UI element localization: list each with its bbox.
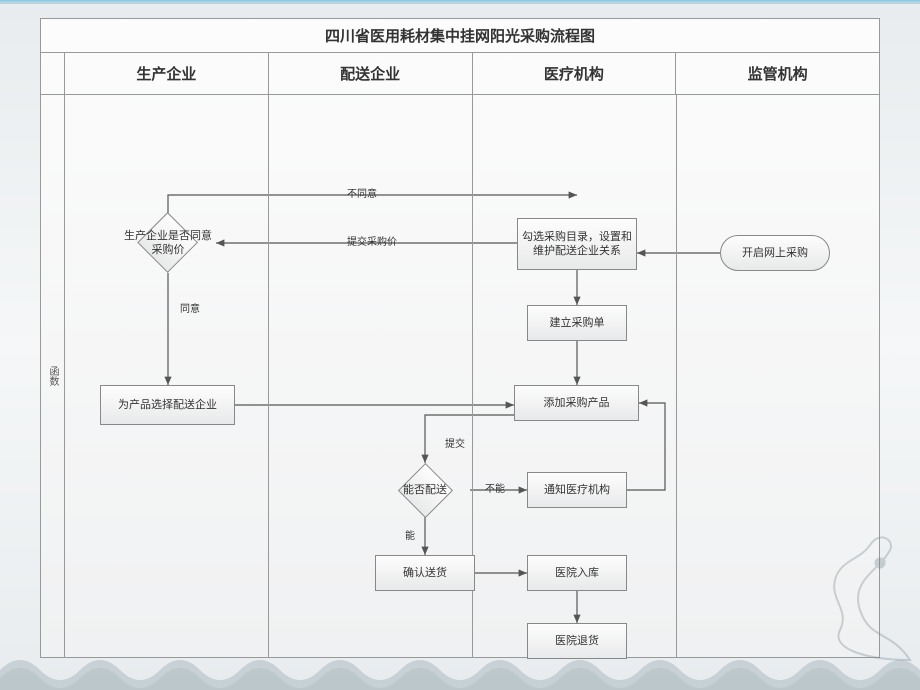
lane-column-producer	[65, 95, 269, 657]
edge-label-e8: 提交	[443, 435, 467, 450]
node-label-can_deliver: 能否配送	[380, 463, 470, 517]
node-add_product: 添加采购产品	[514, 385, 639, 421]
edge-label-e10: 能	[403, 527, 417, 542]
edge-label-e9: 不能	[483, 480, 507, 495]
decorative-dragon	[780, 510, 920, 670]
side-column-label: 函数	[41, 95, 65, 657]
node-catalog: 勾选采购目录，设置和维护配送企业关系	[517, 218, 637, 270]
side-column-header	[41, 53, 65, 94]
node-choose_dist: 为产品选择配送企业	[100, 385, 235, 425]
swimlane-header-row: 生产企业 配送企业 医疗机构 监管机构	[41, 53, 879, 95]
node-notify: 通知医疗机构	[527, 472, 627, 508]
edge-label-e3: 不同意	[345, 185, 379, 200]
node-start: 开启网上采购	[720, 235, 830, 271]
node-confirm_ship: 确认送货	[375, 555, 475, 591]
node-create_order: 建立采购单	[527, 305, 627, 341]
node-stock_in: 医院入库	[527, 555, 627, 591]
node-label-agree: 生产企业是否同意采购价	[120, 213, 216, 273]
window-titlebar-edge	[0, 0, 920, 4]
diagram-title: 四川省医用耗材集中挂网阳光采购流程图	[41, 19, 879, 53]
lane-header-distributor: 配送企业	[269, 53, 473, 94]
edge-label-e4: 同意	[178, 300, 202, 315]
lane-header-hospital: 医疗机构	[473, 53, 677, 94]
swimlane-body: 开启网上采购 勾选采购目录，设置和维护配送企业关系 生产企业是否同意采购价为产品选择…	[65, 95, 879, 657]
lane-header-producer: 生产企业	[65, 53, 269, 94]
flowchart-canvas: 四川省医用耗材集中挂网阳光采购流程图 生产企业 配送企业 医疗机构 监管机构 函…	[40, 18, 880, 658]
lane-header-regulator: 监管机构	[676, 53, 879, 94]
edge-label-e2: 提交采购价	[345, 233, 399, 248]
